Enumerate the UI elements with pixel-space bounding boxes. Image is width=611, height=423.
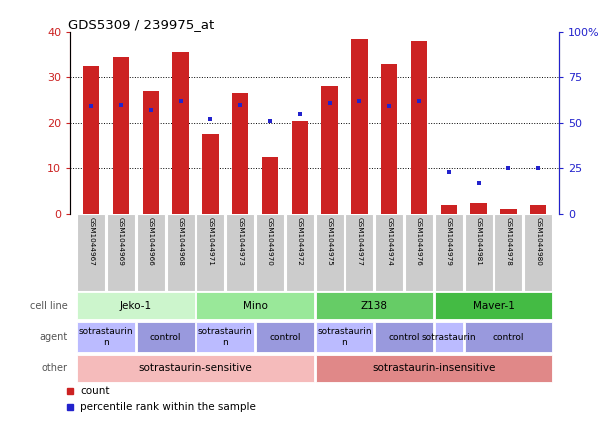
Bar — [500, 209, 516, 214]
Bar — [494, 214, 522, 291]
Text: GSM1044966: GSM1044966 — [148, 217, 154, 266]
Bar — [256, 214, 284, 291]
Text: GSM1044978: GSM1044978 — [505, 217, 511, 266]
Bar — [321, 86, 338, 214]
Bar — [411, 41, 427, 214]
Text: GSM1044974: GSM1044974 — [386, 217, 392, 266]
Bar — [113, 57, 129, 214]
Text: control: control — [389, 332, 420, 341]
Bar — [172, 52, 189, 214]
Text: sotrastaurin
n: sotrastaurin n — [198, 327, 252, 347]
Text: percentile rank within the sample: percentile rank within the sample — [80, 402, 256, 412]
Bar — [470, 203, 487, 214]
Text: sotrastaurin-insensitive: sotrastaurin-insensitive — [372, 363, 496, 374]
Text: GSM1044976: GSM1044976 — [416, 217, 422, 266]
Text: cell line: cell line — [29, 301, 67, 311]
Bar — [315, 355, 552, 382]
Text: sotrastaurin
n: sotrastaurin n — [79, 327, 133, 347]
Bar — [315, 214, 343, 291]
Bar — [291, 121, 308, 214]
Bar — [405, 214, 433, 291]
Bar — [137, 322, 194, 352]
Bar — [351, 38, 368, 214]
Text: GSM1044975: GSM1044975 — [326, 217, 332, 266]
Point — [533, 165, 543, 172]
Text: Z138: Z138 — [360, 301, 388, 311]
Bar — [256, 322, 314, 352]
Bar — [262, 157, 278, 214]
Point — [116, 101, 126, 108]
Bar — [232, 93, 248, 214]
Point — [503, 165, 513, 172]
Text: sotrastaurin
n: sotrastaurin n — [317, 327, 371, 347]
Point — [86, 103, 96, 110]
Text: GSM1044972: GSM1044972 — [297, 217, 303, 266]
Text: GSM1044977: GSM1044977 — [356, 217, 362, 266]
Bar — [226, 214, 254, 291]
Text: sotrastaurin: sotrastaurin — [422, 332, 476, 341]
Bar — [167, 214, 194, 291]
Bar — [107, 214, 135, 291]
Bar — [435, 322, 463, 352]
Text: GDS5309 / 239975_at: GDS5309 / 239975_at — [68, 18, 214, 30]
Point — [265, 118, 275, 124]
Bar — [435, 214, 463, 291]
Text: GSM1044971: GSM1044971 — [207, 217, 213, 266]
Bar — [315, 322, 373, 352]
Point — [146, 107, 156, 113]
Bar — [375, 322, 433, 352]
Text: Maver-1: Maver-1 — [472, 301, 514, 311]
Point — [175, 98, 185, 104]
Text: GSM1044968: GSM1044968 — [178, 217, 183, 266]
Bar — [464, 322, 552, 352]
Bar — [196, 292, 314, 319]
Point — [444, 169, 454, 176]
Text: sotrastaurin-sensitive: sotrastaurin-sensitive — [139, 363, 252, 374]
Bar — [345, 214, 373, 291]
Text: Mino: Mino — [243, 301, 268, 311]
Text: GSM1044979: GSM1044979 — [446, 217, 452, 266]
Bar — [77, 355, 314, 382]
Text: agent: agent — [39, 332, 67, 342]
Bar — [530, 205, 546, 214]
Text: control: control — [150, 332, 181, 341]
Bar — [77, 322, 135, 352]
Bar — [196, 214, 224, 291]
Text: count: count — [80, 386, 109, 396]
Bar — [196, 322, 254, 352]
Bar — [524, 214, 552, 291]
Bar — [286, 214, 314, 291]
Text: control: control — [492, 332, 524, 341]
Bar — [77, 214, 105, 291]
Bar — [142, 91, 159, 214]
Text: GSM1044970: GSM1044970 — [267, 217, 273, 266]
Text: GSM1044981: GSM1044981 — [475, 217, 481, 266]
Bar — [381, 63, 397, 214]
Bar — [77, 292, 194, 319]
Bar — [435, 292, 552, 319]
Bar — [464, 214, 492, 291]
Bar — [441, 205, 457, 214]
Text: GSM1044980: GSM1044980 — [535, 217, 541, 266]
Bar — [83, 66, 100, 214]
Text: Jeko-1: Jeko-1 — [120, 301, 152, 311]
Point — [354, 98, 364, 104]
Text: GSM1044967: GSM1044967 — [88, 217, 94, 266]
Point — [235, 101, 245, 108]
Point — [474, 180, 483, 187]
Text: other: other — [42, 363, 67, 374]
Point — [205, 116, 215, 123]
Point — [295, 110, 305, 117]
Bar — [315, 292, 433, 319]
Text: GSM1044973: GSM1044973 — [237, 217, 243, 266]
Point — [384, 103, 394, 110]
Text: control: control — [269, 332, 301, 341]
Bar — [375, 214, 403, 291]
Bar — [202, 134, 219, 214]
Text: GSM1044969: GSM1044969 — [118, 217, 124, 266]
Bar — [137, 214, 165, 291]
Point — [324, 99, 334, 106]
Point — [414, 98, 424, 104]
